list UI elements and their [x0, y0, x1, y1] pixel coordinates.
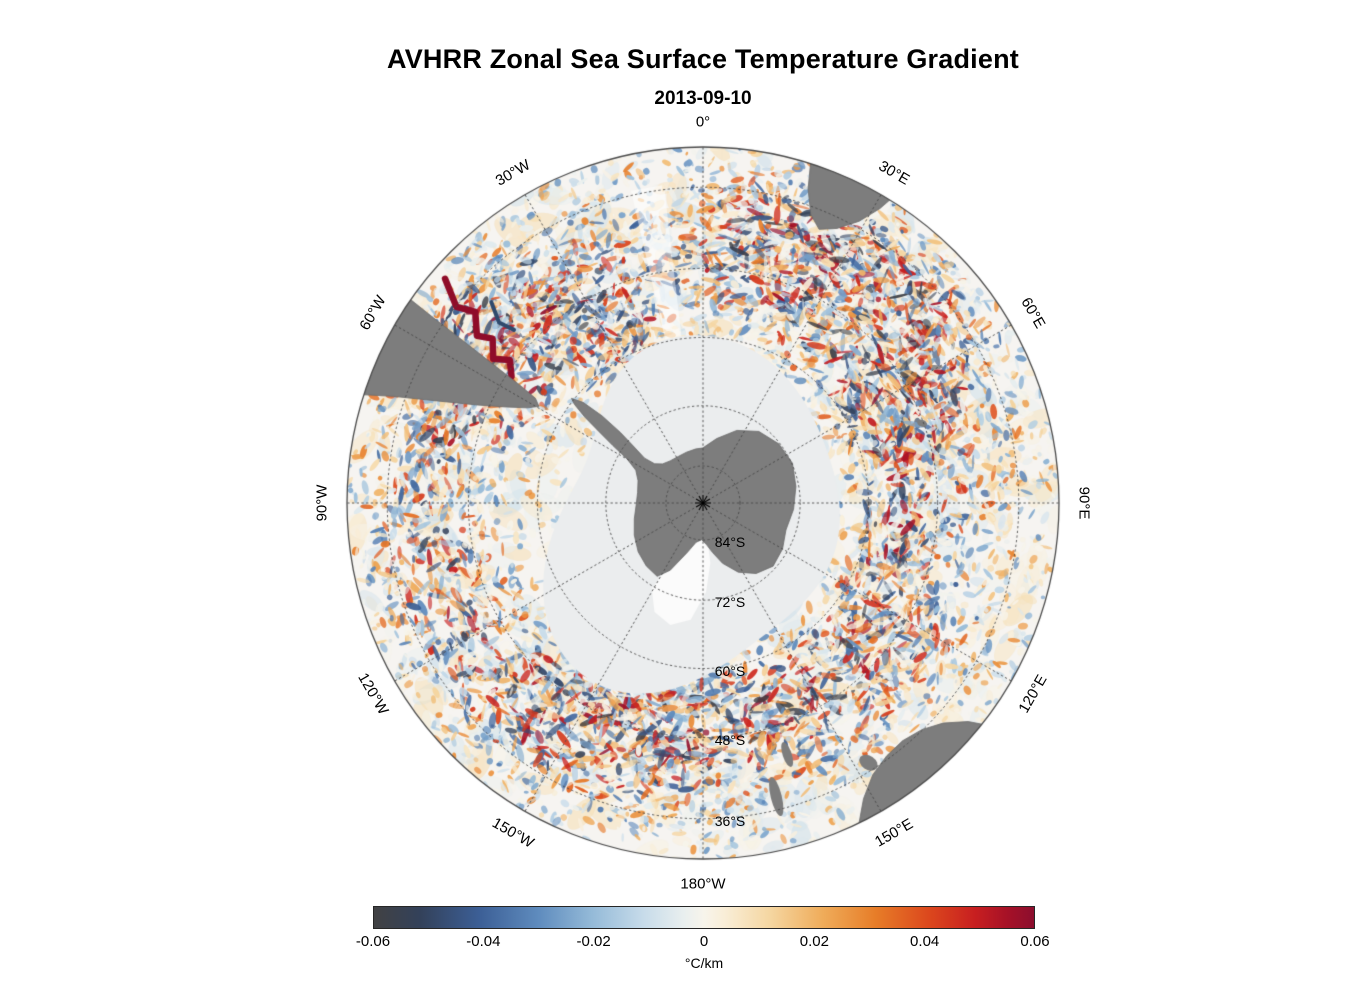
- colorbar-tick-0.06: 0.06: [1020, 933, 1050, 950]
- colorbar-tick--0.04: -0.04: [466, 933, 501, 950]
- figure-date: 2013-09-10: [654, 88, 752, 109]
- colorbar-tick-0.02: 0.02: [799, 933, 829, 950]
- figure-title: AVHRR Zonal Sea Surface Temperature Grad…: [387, 44, 1019, 74]
- colorbar-tick--0.06: -0.06: [355, 933, 391, 950]
- colorbar-ticks: -0.06 -0.04 -0.02 0 0.02 0.04 0.06: [356, 933, 1050, 953]
- colorbar: -0.06 -0.04 -0.02 0 0.02 0.04 0.06 °C/km: [356, 906, 1050, 971]
- colorbar-tick--0.02: -0.02: [576, 933, 611, 950]
- colorbar-tick-0: 0: [699, 933, 709, 950]
- colorbar-unit-label: °C/km: [684, 955, 724, 971]
- colorbar-gradient: [373, 906, 1035, 929]
- colorbar-tick-0.04: 0.04: [910, 933, 940, 950]
